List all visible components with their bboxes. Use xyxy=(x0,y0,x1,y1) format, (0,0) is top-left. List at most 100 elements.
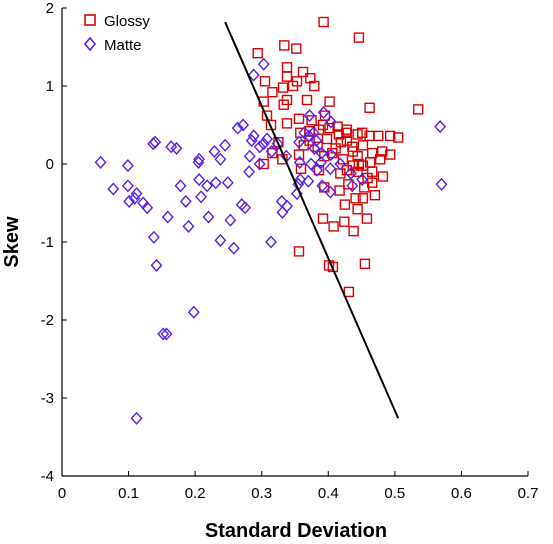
data-point-glossy xyxy=(279,40,290,51)
data-point-glossy xyxy=(377,146,388,157)
legend-label-matte: Matte xyxy=(104,37,142,54)
data-point-matte xyxy=(253,157,266,171)
data-point-glossy xyxy=(278,99,289,110)
data-point-matte xyxy=(243,149,256,163)
data-point-glossy xyxy=(324,122,335,134)
data-point-glossy xyxy=(339,216,350,227)
y-tick-label: -3 xyxy=(41,390,54,407)
data-point-matte xyxy=(227,241,240,255)
data-point-matte xyxy=(179,194,192,208)
data-point-matte xyxy=(160,327,173,341)
data-point-matte xyxy=(265,235,277,249)
data-point-matte xyxy=(307,126,320,140)
data-point-matte xyxy=(161,210,174,224)
data-point-matte xyxy=(276,205,289,219)
data-point-matte xyxy=(208,144,221,159)
data-point-glossy xyxy=(341,127,352,139)
data-point-matte xyxy=(257,57,270,71)
data-point-matte xyxy=(311,163,323,177)
data-point-glossy xyxy=(259,76,271,87)
x-axis-title: Standard Deviation xyxy=(205,520,387,542)
data-point-glossy xyxy=(252,48,263,59)
data-point-glossy xyxy=(281,71,293,82)
data-point-matte xyxy=(324,115,337,129)
data-point-glossy xyxy=(334,185,345,196)
data-point-matte xyxy=(294,173,307,187)
data-point-matte xyxy=(265,144,278,159)
data-point-matte xyxy=(193,152,206,166)
data-point-glossy xyxy=(375,154,386,165)
data-point-matte xyxy=(187,305,200,319)
data-point-glossy xyxy=(267,86,278,98)
data-point-glossy xyxy=(352,166,363,178)
data-point-matte xyxy=(308,141,321,155)
data-point-matte xyxy=(435,177,448,191)
data-point-matte xyxy=(303,129,315,143)
x-tick-label: 0.7 xyxy=(518,485,539,502)
data-point-matte xyxy=(174,179,187,193)
data-point-glossy xyxy=(364,102,375,114)
data-point-matte xyxy=(243,165,256,179)
data-point-matte xyxy=(121,159,134,173)
data-point-matte xyxy=(94,155,107,169)
data-point-glossy xyxy=(297,66,309,78)
legend-label-glossy: Glossy xyxy=(104,13,150,30)
data-point-matte xyxy=(293,155,306,169)
y-tick-label: 2 xyxy=(46,0,54,17)
data-point-matte xyxy=(221,176,234,190)
data-point-matte xyxy=(202,210,215,224)
data-point-glossy xyxy=(258,158,269,170)
data-point-glossy xyxy=(309,80,320,92)
data-point-glossy xyxy=(341,135,353,146)
data-point-glossy xyxy=(327,261,339,273)
data-point-matte xyxy=(303,109,316,123)
data-point-glossy xyxy=(293,149,305,160)
data-point-matte xyxy=(356,173,369,187)
data-point-matte xyxy=(253,140,266,154)
data-point-glossy xyxy=(317,213,329,224)
data-point-matte xyxy=(346,179,359,193)
data-point-glossy xyxy=(352,150,363,162)
data-point-matte xyxy=(344,166,357,180)
data-point-matte xyxy=(170,141,183,155)
data-point-matte xyxy=(324,162,337,176)
data-point-matte xyxy=(130,411,143,425)
data-point-matte xyxy=(123,194,136,208)
data-point-glossy xyxy=(277,82,289,93)
data-point-matte xyxy=(247,68,260,82)
x-tick-label: 0.5 xyxy=(384,485,405,502)
legend: Glossy Matte xyxy=(83,13,150,54)
data-point-matte xyxy=(209,176,222,190)
data-point-matte xyxy=(271,137,284,151)
data-point-glossy xyxy=(339,199,351,210)
data-point-glossy xyxy=(281,118,293,129)
data-point-glossy xyxy=(359,258,371,269)
data-point-matte xyxy=(334,157,347,171)
data-point-glossy xyxy=(357,160,369,171)
data-point-glossy xyxy=(324,96,335,107)
axes: 0 0.1 0.2 0.3 0.4 0.5 0.6 0.7 -4 -3 -2 -1 0 1 2 xyxy=(41,0,539,502)
data-point-matte xyxy=(317,105,330,120)
data-point-matte xyxy=(316,179,329,193)
data-point-glossy xyxy=(350,193,361,204)
y-axis-title: Skew xyxy=(1,216,23,268)
data-point-matte xyxy=(293,135,305,149)
data-point-glossy xyxy=(321,133,333,145)
data-point-matte xyxy=(121,179,134,193)
x-tick-label: 0.3 xyxy=(251,485,272,502)
data-point-matte xyxy=(219,138,232,152)
data-point-matte xyxy=(141,201,154,215)
data-point-glossy xyxy=(333,129,345,140)
data-point-matte xyxy=(130,187,143,201)
data-point-glossy xyxy=(343,179,354,190)
data-point-glossy xyxy=(335,136,347,148)
data-point-glossy xyxy=(357,193,369,204)
data-point-glossy xyxy=(337,154,349,165)
data-point-matte xyxy=(147,230,160,244)
data-point-glossy xyxy=(306,115,317,126)
data-point-glossy xyxy=(353,32,365,43)
plot-marks xyxy=(94,16,448,425)
data-point-glossy xyxy=(293,113,305,125)
